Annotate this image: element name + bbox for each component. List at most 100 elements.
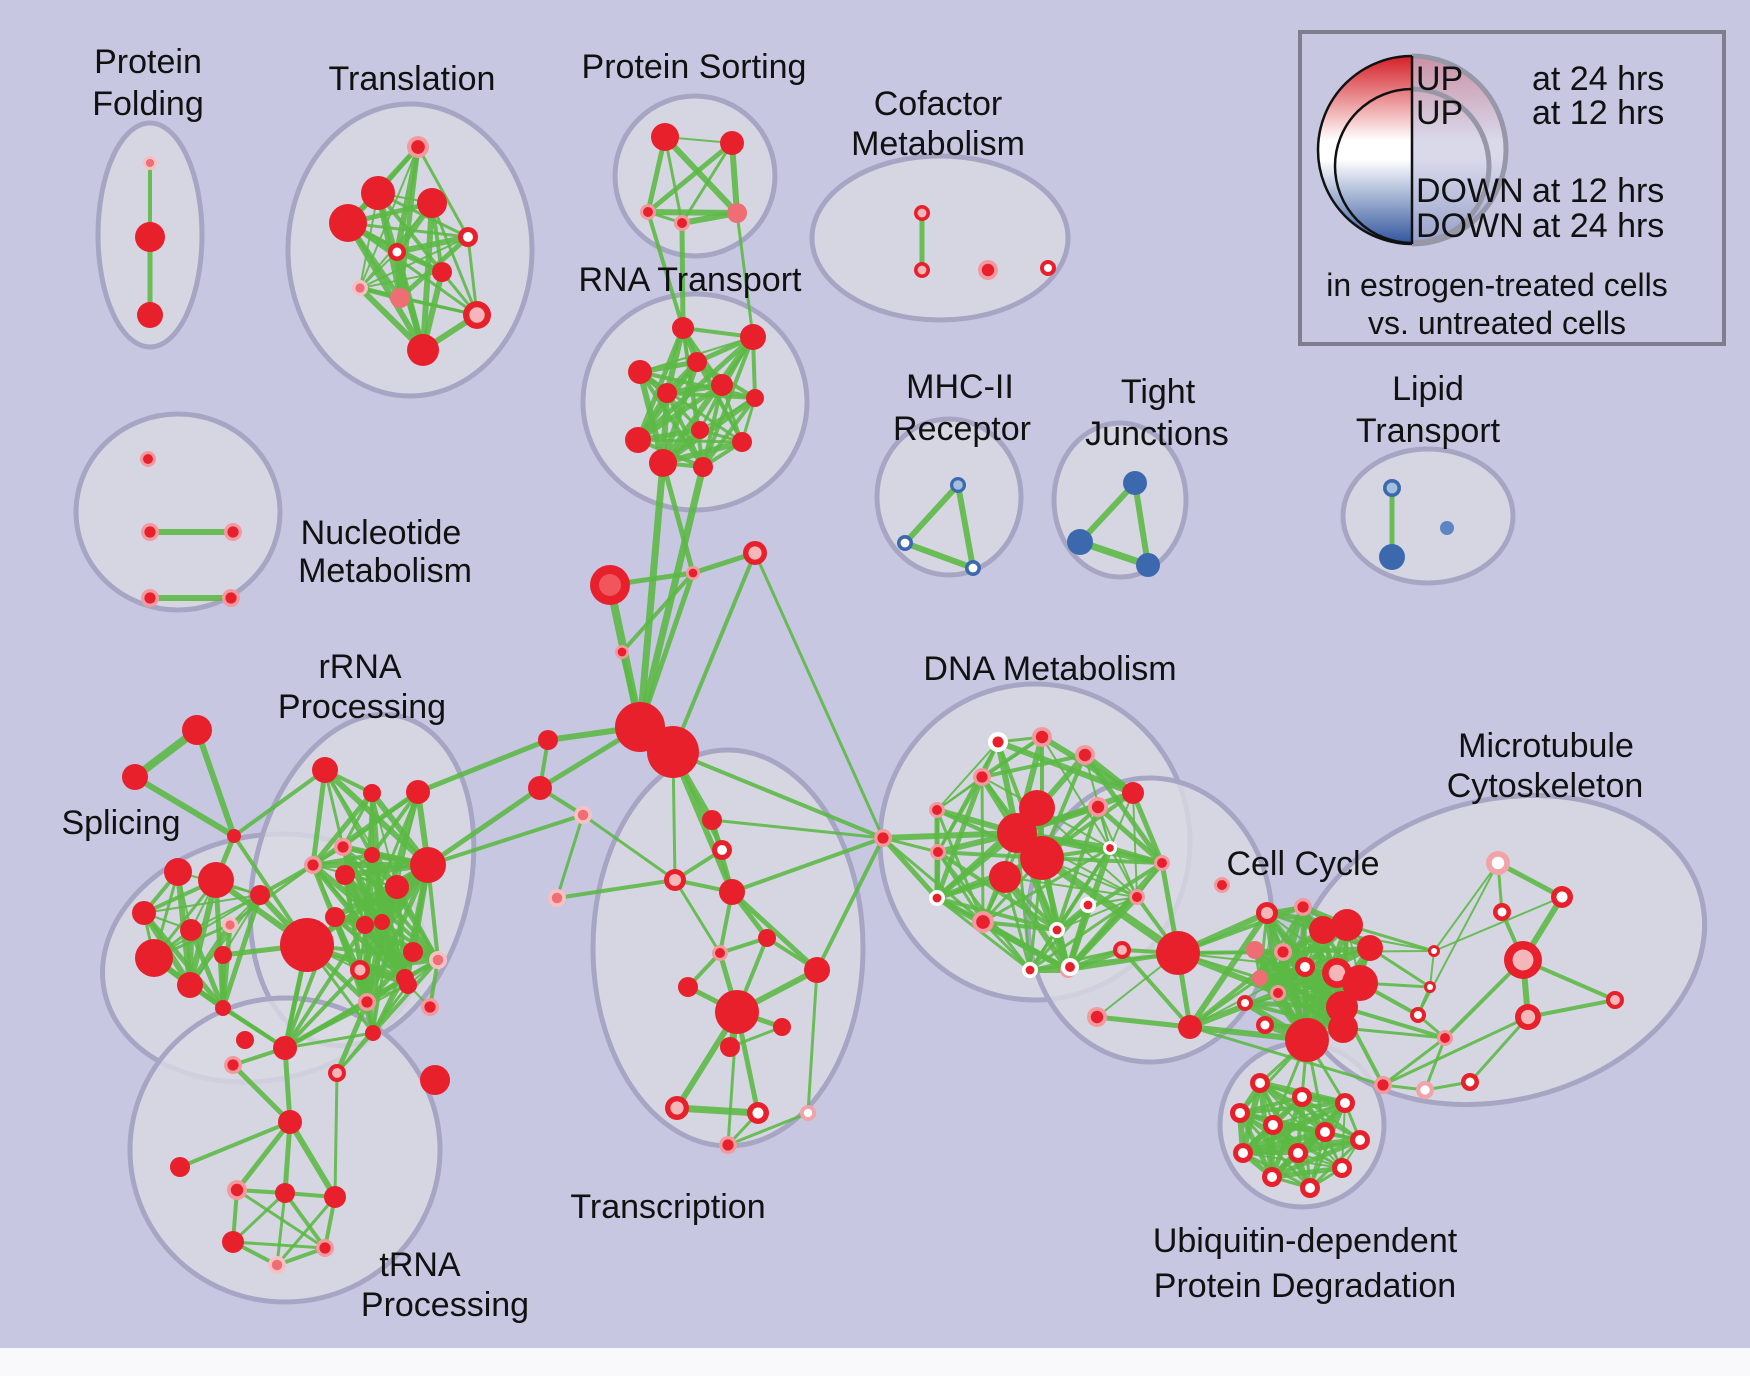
network-edge (334, 999, 370, 1076)
network-edge (282, 1045, 293, 1125)
node-halored-center (599, 574, 621, 596)
cluster-label: Transport (1356, 412, 1501, 450)
cluster-label: Lipid (1392, 370, 1464, 408)
network-edge (729, 889, 820, 973)
network-edge (730, 836, 885, 894)
node-whitering-center (1414, 1011, 1422, 1019)
legend-border (1298, 30, 1726, 346)
network-edge (1082, 752, 1165, 866)
network-edge (341, 790, 420, 849)
network-edge (394, 234, 471, 255)
node-red (693, 457, 713, 477)
network-edge (1468, 1015, 1530, 1084)
network-edge (430, 201, 479, 317)
cluster-labels: Protein Folding Translation Protein Sorting… (61, 43, 1643, 1324)
node-red (356, 916, 374, 934)
node-pinkhalo-center (271, 1259, 283, 1271)
node-whitering-center (1300, 962, 1310, 972)
node-red (420, 1065, 450, 1095)
network-nodes (122, 123, 1624, 1274)
cluster-label: Metabolism (851, 125, 1025, 163)
node-red (657, 383, 677, 403)
network-edge (1094, 1014, 1193, 1030)
node-red (720, 131, 744, 155)
network-edge (673, 1104, 762, 1117)
node-ringpink-center (1328, 964, 1346, 982)
node-halo-center (981, 263, 995, 277)
network-edge (283, 968, 362, 1050)
network-edge (671, 551, 757, 754)
node-red (989, 861, 1021, 893)
legend-time-label: at 12 hrs (1532, 94, 1664, 132)
node-halo-center (677, 218, 687, 228)
node-red (361, 176, 395, 210)
node-red (399, 976, 417, 994)
network-edge (1187, 910, 1270, 1030)
node-whitering-center (1305, 1183, 1315, 1193)
node-pinkhalo-center (551, 892, 563, 904)
node-red (215, 1000, 231, 1016)
node-whitering-center (1340, 1098, 1350, 1108)
network-edge (1495, 860, 1565, 900)
node-ringpink-center (748, 546, 762, 560)
node-halo-center (230, 1183, 244, 1197)
network-edge (806, 968, 819, 1115)
node-bluelight-center (953, 480, 963, 490)
node-bluelight-center (1386, 482, 1398, 494)
network-edge (188, 927, 226, 1011)
node-pinkringwhite-center (803, 1108, 813, 1118)
node-halo-center (1217, 880, 1227, 890)
network-edge (1003, 875, 1032, 972)
network-edge (555, 878, 677, 900)
node-red (280, 918, 334, 972)
network-edge (359, 271, 443, 289)
legend-time-label: at 24 hrs (1532, 60, 1664, 98)
node-blue2 (1440, 521, 1454, 535)
cluster-ellipse-lipid-transport (1340, 446, 1516, 586)
node-red (363, 784, 381, 802)
node-whitering-center (1556, 891, 1568, 903)
network-edge (681, 326, 705, 469)
node-whitering-center (1268, 1120, 1278, 1130)
cluster-label: Metabolism (298, 552, 472, 590)
node-pinkhalo-center (225, 920, 235, 930)
network-edge (660, 460, 696, 576)
node-halo-center (227, 1059, 239, 1071)
network-edge (936, 741, 999, 811)
network-edge (346, 221, 470, 239)
network-edge (283, 1191, 327, 1250)
node-halo-center (1132, 892, 1142, 902)
node-halo-center (143, 454, 153, 464)
node-halo-center (976, 915, 990, 929)
node-halo-center (688, 568, 698, 578)
node-red (182, 715, 212, 745)
node-whitering-center (1320, 1127, 1330, 1137)
cluster-ellipse-transcription (590, 747, 866, 1149)
cluster-label: RNA Transport (579, 261, 803, 299)
node-halo-center (722, 1139, 734, 1151)
node-redwhitering-center (1083, 900, 1093, 910)
node-halo-center (411, 140, 425, 154)
node-red (773, 1018, 791, 1036)
network-edge (1269, 1094, 1305, 1180)
cluster-label: Transcription (570, 1188, 765, 1226)
node-whitering-center (392, 247, 402, 257)
node-red (122, 764, 148, 790)
cluster-label: Translation (329, 60, 496, 98)
node-pinkhalo-center (355, 283, 365, 293)
legend-direction-label: UP (1416, 60, 1463, 98)
network-edge (1423, 1036, 1447, 1092)
node-red (804, 957, 830, 983)
network-edge (581, 813, 677, 882)
network-edge (231, 1240, 327, 1250)
cluster-label: Processing (278, 688, 446, 726)
node-red (672, 317, 694, 339)
node-red (1342, 965, 1378, 1001)
cluster-ellipse-nucleotide-metabolism (73, 411, 283, 613)
network-edge (1340, 1005, 1447, 1040)
node-red (715, 990, 759, 1034)
network-edge (178, 1120, 292, 1169)
node-redwhitering-center (932, 893, 942, 903)
node-red (227, 829, 241, 843)
node-red (647, 726, 699, 778)
